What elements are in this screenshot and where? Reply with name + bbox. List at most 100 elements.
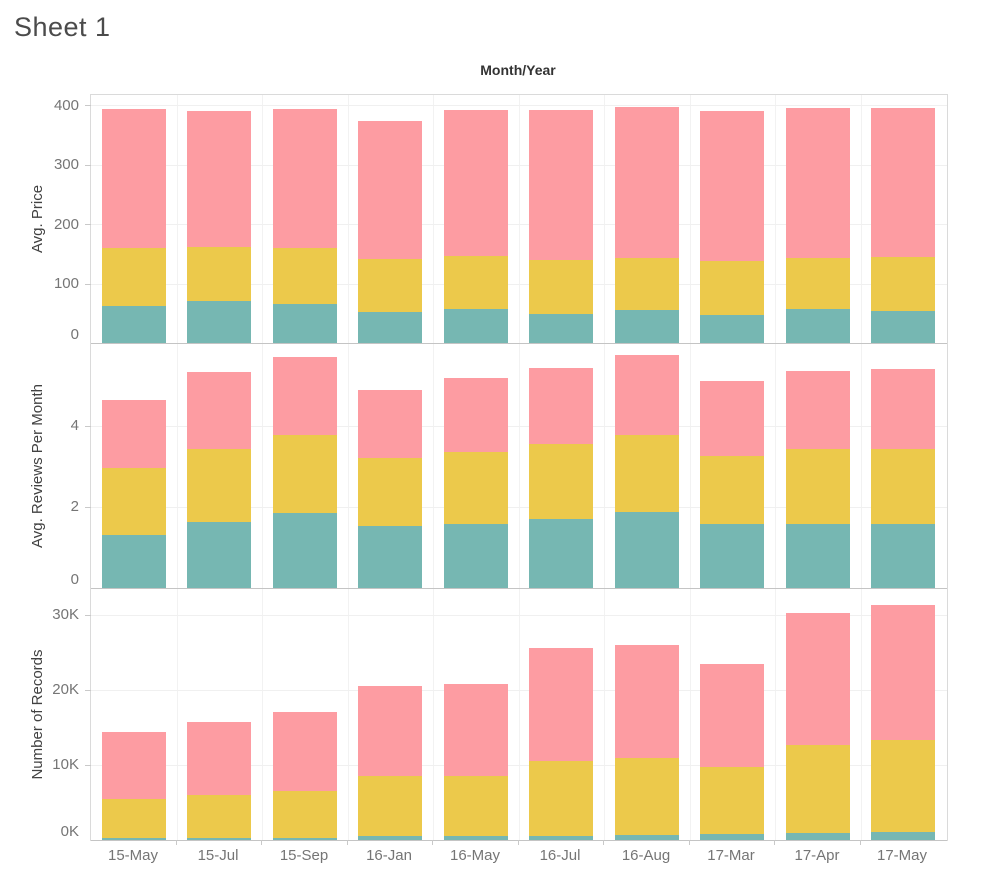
bar-segment-yellow[interactable] [529, 259, 593, 314]
bar-segment-pink[interactable] [786, 371, 850, 450]
bar-segment-teal[interactable] [529, 835, 593, 840]
bar-segment-yellow[interactable] [358, 776, 422, 837]
bar-segment-pink[interactable] [700, 381, 764, 456]
bar-segment-pink[interactable] [615, 106, 679, 258]
bar-segment-pink[interactable] [529, 368, 593, 445]
bar-segment-pink[interactable] [786, 108, 850, 258]
bar-segment-pink[interactable] [358, 121, 422, 260]
bar-segment-yellow[interactable] [187, 246, 251, 302]
bar-segment-pink[interactable] [700, 111, 764, 261]
bar-segment-teal[interactable] [358, 525, 422, 588]
bar-segment-teal[interactable] [529, 313, 593, 343]
bar-segment-pink[interactable] [273, 712, 337, 792]
bar-segment-teal[interactable] [187, 301, 251, 343]
bar-segment-pink[interactable] [273, 357, 337, 436]
bar-segment-yellow[interactable] [615, 435, 679, 513]
bar-segment-pink[interactable] [102, 108, 166, 248]
bar-segment-teal[interactable] [273, 513, 337, 588]
bar-segment-teal[interactable] [273, 303, 337, 343]
bar-segment-teal[interactable] [871, 310, 935, 343]
bar-segment-pink[interactable] [187, 722, 251, 795]
bar-segment-teal[interactable] [187, 522, 251, 588]
bar-segment-pink[interactable] [187, 110, 251, 247]
gridline-v [262, 589, 263, 840]
bar-segment-teal[interactable] [273, 837, 337, 840]
gridline-v [433, 95, 434, 343]
bar-segment-teal[interactable] [444, 308, 508, 343]
bar-segment-pink[interactable] [871, 369, 935, 450]
gridline-v [519, 589, 520, 840]
bar-segment-yellow[interactable] [700, 767, 764, 834]
bar-segment-yellow[interactable] [786, 744, 850, 833]
bar-segment-yellow[interactable] [444, 776, 508, 837]
gridline-h [91, 284, 947, 285]
bar-segment-pink[interactable] [187, 372, 251, 449]
bar-segment-yellow[interactable] [529, 761, 593, 836]
bar-segment-pink[interactable] [615, 644, 679, 759]
bar-segment-teal[interactable] [358, 311, 422, 343]
bar-segment-pink[interactable] [786, 613, 850, 745]
bar-segment-yellow[interactable] [187, 794, 251, 838]
bar-segment-teal[interactable] [529, 519, 593, 588]
bar-segment-yellow[interactable] [871, 257, 935, 311]
bar-segment-pink[interactable] [273, 109, 337, 248]
bar-segment-teal[interactable] [700, 523, 764, 588]
y-tick-label: 0 [70, 326, 79, 343]
bar-segment-teal[interactable] [871, 524, 935, 588]
bar-segment-teal[interactable] [102, 837, 166, 840]
bar-segment-teal[interactable] [786, 832, 850, 840]
bar-segment-teal[interactable] [871, 831, 935, 840]
gridline-v [604, 589, 605, 840]
bar-segment-yellow[interactable] [102, 467, 166, 535]
x-tick-label: 16-May [449, 847, 501, 864]
bar-segment-teal[interactable] [615, 310, 679, 343]
bar-segment-yellow[interactable] [102, 247, 166, 306]
bar-segment-yellow[interactable] [444, 452, 508, 525]
x-tick-mark [432, 840, 433, 845]
bar-segment-teal[interactable] [102, 534, 166, 588]
bar-segment-yellow[interactable] [786, 449, 850, 524]
bar-segment-yellow[interactable] [273, 247, 337, 304]
y-tick-label: 300 [53, 156, 79, 173]
bar-segment-pink[interactable] [700, 664, 764, 768]
bar-segment-pink[interactable] [358, 685, 422, 777]
bar-segment-teal[interactable] [615, 834, 679, 840]
bar-segment-yellow[interactable] [529, 444, 593, 520]
bar-segment-yellow[interactable] [871, 449, 935, 525]
bar-segment-teal[interactable] [700, 315, 764, 343]
bar-segment-teal[interactable] [358, 836, 422, 840]
bar-segment-pink[interactable] [529, 110, 593, 260]
bar-segment-yellow[interactable] [615, 258, 679, 311]
bar-segment-yellow[interactable] [273, 435, 337, 514]
bar-segment-pink[interactable] [102, 731, 166, 799]
bar-segment-teal[interactable] [615, 512, 679, 588]
bar-segment-yellow[interactable] [444, 255, 508, 309]
bar-segment-pink[interactable] [444, 683, 508, 777]
bar-segment-teal[interactable] [444, 836, 508, 840]
bar-segment-pink[interactable] [444, 378, 508, 453]
bar-segment-yellow[interactable] [187, 448, 251, 523]
bar-segment-yellow[interactable] [786, 258, 850, 310]
bar-segment-pink[interactable] [529, 648, 593, 762]
gridline-v [604, 344, 605, 588]
bar-segment-teal[interactable] [187, 837, 251, 840]
bar-segment-pink[interactable] [358, 390, 422, 458]
bar-segment-pink[interactable] [615, 354, 679, 436]
bar-segment-teal[interactable] [786, 523, 850, 588]
bar-segment-pink[interactable] [444, 109, 508, 256]
bar-segment-yellow[interactable] [358, 457, 422, 526]
bar-segment-yellow[interactable] [700, 260, 764, 315]
bar-segment-yellow[interactable] [615, 758, 679, 835]
bar-segment-yellow[interactable] [358, 259, 422, 312]
bar-segment-teal[interactable] [786, 309, 850, 343]
bar-segment-pink[interactable] [102, 399, 166, 468]
bar-segment-teal[interactable] [102, 305, 166, 343]
bar-segment-yellow[interactable] [102, 798, 166, 838]
bar-segment-pink[interactable] [871, 108, 935, 258]
bar-segment-yellow[interactable] [700, 455, 764, 524]
bar-segment-yellow[interactable] [871, 740, 935, 832]
bar-segment-pink[interactable] [871, 604, 935, 741]
bar-segment-yellow[interactable] [273, 791, 337, 838]
bar-segment-teal[interactable] [444, 524, 508, 588]
bar-segment-teal[interactable] [700, 834, 764, 840]
